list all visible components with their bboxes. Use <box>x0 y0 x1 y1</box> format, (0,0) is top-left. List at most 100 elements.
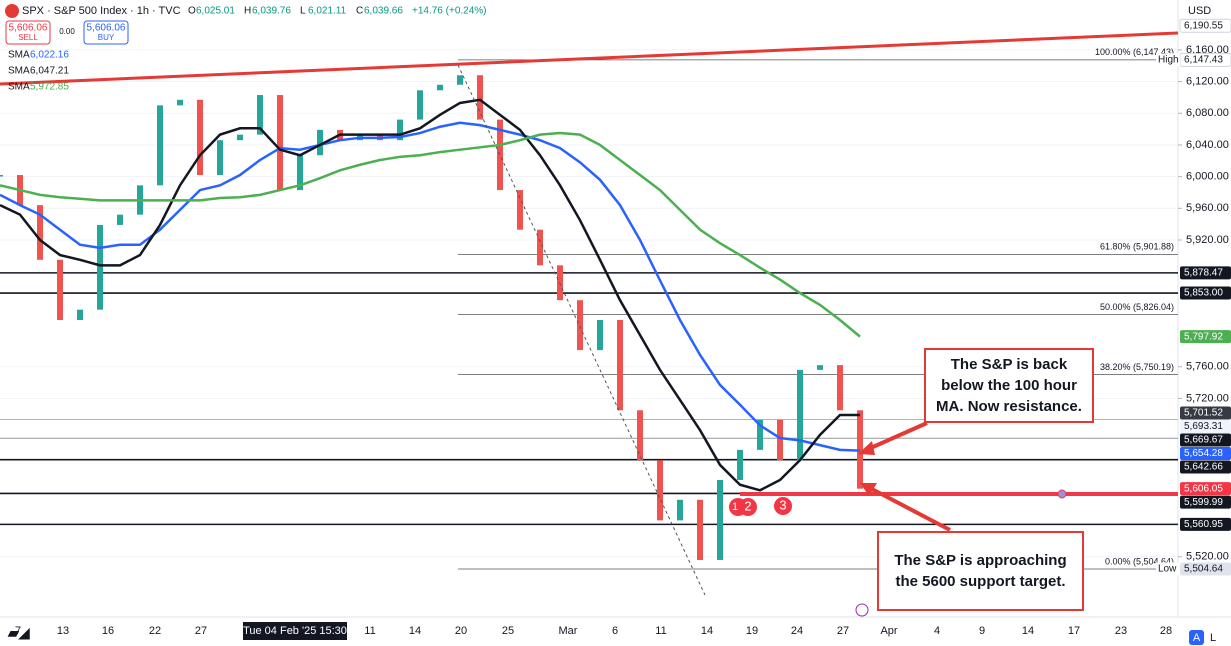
x-tick-label: 11 <box>364 625 375 637</box>
fib-label: 38.20% (5,750.19) <box>1100 362 1174 372</box>
x-tick-label: 14 <box>409 625 421 637</box>
price-bar <box>577 300 583 351</box>
price-badge <box>1180 562 1231 576</box>
tag-box <box>1156 53 1180 67</box>
price-badge <box>1180 433 1231 447</box>
y-tick-label: 5,960.00 <box>1186 202 1229 214</box>
buy-button[interactable] <box>83 20 129 45</box>
price-bar <box>437 84 443 91</box>
arrow-head <box>860 483 877 496</box>
price-bar <box>617 319 623 411</box>
price-badge-label: 5,560.95 <box>1184 519 1223 530</box>
x-tick-label: 6 <box>612 625 618 637</box>
x-tick-label: 14 <box>701 625 713 637</box>
price-bar <box>57 259 63 320</box>
event-icon[interactable] <box>855 603 869 617</box>
sell-price[interactable]: 5,606.06 <box>9 23 48 34</box>
ohlc-value: 6,039.76 <box>252 6 291 17</box>
logo <box>5 4 19 18</box>
price-badge <box>1180 482 1231 496</box>
ohlc-value: 6,025.01 <box>196 6 235 17</box>
price-badge-label: 5,693.31 <box>1184 421 1223 432</box>
price-bar <box>217 140 223 176</box>
price-bar <box>817 365 823 370</box>
fib-label: 50.00% (5,826.04) <box>1100 302 1174 312</box>
price-badge <box>1180 460 1231 474</box>
x-tick-label: 24 <box>791 625 803 637</box>
currency: USD <box>1188 5 1211 17</box>
y-tick-label: 5,760.00 <box>1186 361 1229 373</box>
x-tick-label: 27 <box>195 625 207 637</box>
ohlc-key: C <box>356 6 363 17</box>
arrow <box>865 421 928 452</box>
price-badge-label: 5,606.05 <box>1184 483 1223 494</box>
price-bar <box>197 99 203 176</box>
price-bar <box>397 119 403 141</box>
price-badge-label: 6,147.43 <box>1184 54 1223 65</box>
price-bar <box>797 369 803 461</box>
y-tick-label: 6,080.00 <box>1186 107 1229 119</box>
fib-label: 61.80% (5,901.88) <box>1100 242 1174 252</box>
ohlc-value: 6,039.66 <box>364 6 403 17</box>
price-bar <box>837 365 843 411</box>
price-bar <box>317 129 323 156</box>
fib-label: 0.00% (5,504.64) <box>1105 556 1174 566</box>
auto-label[interactable]: A <box>1193 632 1201 644</box>
auto-button[interactable] <box>1189 630 1204 645</box>
price-badge-label: 6,190.55 <box>1184 20 1223 31</box>
fib-diagonal <box>457 64 706 596</box>
x-tick-label: 22 <box>149 625 161 637</box>
buy-price[interactable]: 5,606.06 <box>87 23 126 34</box>
price-bar <box>777 419 783 461</box>
y-tick-label: 6,120.00 <box>1186 75 1229 87</box>
ma-line <box>0 98 860 492</box>
price-badge-label: 5,504.64 <box>1184 564 1223 575</box>
price-badge-label: 5,642.66 <box>1184 462 1223 473</box>
price-bar <box>0 175 3 177</box>
price-bar <box>457 75 463 85</box>
price-bar <box>117 214 123 225</box>
price-badge <box>1180 420 1231 434</box>
price-bar <box>697 499 703 560</box>
price-badge-label: 5,669.67 <box>1184 435 1223 446</box>
sell-label[interactable]: SELL <box>18 33 38 42</box>
price-bar <box>677 499 683 521</box>
y-tick-label: 5,720.00 <box>1186 392 1229 404</box>
price-bar <box>657 460 663 521</box>
x-tick-label: 4 <box>934 625 940 637</box>
x-tick-label: Apr <box>880 625 897 637</box>
price-bar <box>157 105 163 186</box>
price-badge <box>1180 517 1231 531</box>
price-bar <box>77 309 83 320</box>
legend-value: 6,047.21 <box>30 66 69 77</box>
legend-name: SMA <box>8 82 30 93</box>
price-bar <box>637 410 643 461</box>
x-tick-label: 23 <box>1115 625 1127 637</box>
sell-button[interactable] <box>5 20 51 45</box>
price-bar <box>597 319 603 351</box>
x-tick-label: 19 <box>746 625 758 637</box>
ohlc-key: O <box>188 6 196 17</box>
price-bar <box>297 155 303 191</box>
x-tick-label: 27 <box>837 625 849 637</box>
y-tick-label: 5,520.00 <box>1186 551 1229 563</box>
log-label[interactable]: L <box>1210 632 1216 644</box>
buy-label[interactable]: BUY <box>98 33 115 42</box>
ma-line <box>0 121 861 452</box>
price-bar <box>737 449 743 480</box>
price-bar <box>97 224 103 310</box>
y-tick-label: 6,000.00 <box>1186 171 1229 183</box>
price-badge <box>1180 447 1231 461</box>
crosshair-box <box>243 622 347 640</box>
price-bar <box>277 95 283 191</box>
legend-name: SMA <box>8 66 30 77</box>
price-bar <box>417 90 423 120</box>
price-badge-label: 5,599.99 <box>1184 497 1223 508</box>
marker-label: 1 <box>732 501 738 513</box>
tag-box <box>1156 562 1180 576</box>
annotation: The S&P is approaching the 5600 support … <box>877 531 1084 611</box>
fib-label: 100.00% (6,147.43) <box>1095 47 1174 57</box>
arrow <box>867 485 951 532</box>
